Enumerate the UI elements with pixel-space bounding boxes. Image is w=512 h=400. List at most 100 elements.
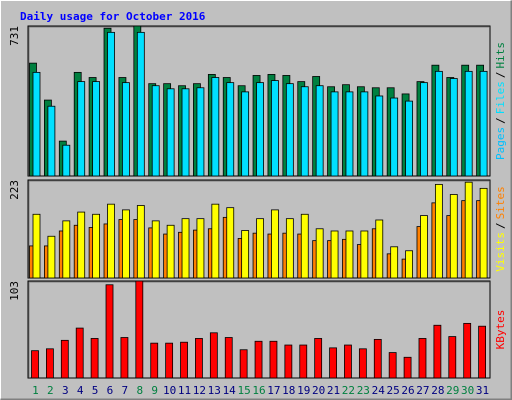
- x-tick-label: 18: [282, 384, 295, 397]
- bar: [375, 219, 384, 279]
- x-tick-label: 4: [77, 384, 84, 397]
- bar: [463, 322, 472, 379]
- bar: [390, 246, 399, 279]
- bar: [271, 209, 279, 279]
- legend-separator: /: [494, 117, 507, 124]
- bar: [122, 82, 130, 177]
- bar: [269, 340, 278, 379]
- bar: [449, 194, 458, 279]
- legend-entry: Files: [494, 81, 507, 114]
- bar: [479, 70, 488, 177]
- bar: [107, 31, 115, 177]
- x-tick-label: 22: [342, 384, 355, 397]
- bar: [77, 211, 86, 279]
- bar: [209, 332, 218, 379]
- bar: [479, 187, 488, 279]
- bar: [31, 350, 39, 379]
- x-tick-label: 1: [32, 384, 39, 397]
- bar: [166, 88, 175, 177]
- bar: [405, 250, 413, 279]
- x-tick-label: 15: [237, 384, 250, 397]
- bar: [373, 338, 382, 379]
- bar: [315, 85, 324, 177]
- x-tick-label: 10: [163, 384, 176, 397]
- bar: [195, 338, 203, 379]
- bar: [433, 324, 442, 379]
- bar: [150, 342, 159, 379]
- y-tick-label: 223: [8, 180, 21, 200]
- legend-entry: Hits: [494, 42, 507, 69]
- bar: [181, 218, 190, 279]
- chart-title: Daily usage for October 2016: [20, 10, 206, 23]
- bar: [360, 230, 369, 279]
- bar: [47, 235, 56, 279]
- panel-bevel: [28, 281, 489, 377]
- x-tick-label: 19: [297, 384, 310, 397]
- x-tick-label: 14: [223, 384, 237, 397]
- y-tick-label: 103: [8, 281, 21, 301]
- legend-entry: KBytes: [494, 310, 507, 350]
- bar: [181, 88, 190, 177]
- bar: [92, 81, 101, 177]
- bar: [300, 213, 309, 279]
- bar: [77, 81, 86, 177]
- bar: [390, 97, 399, 177]
- bar: [405, 100, 413, 177]
- bar: [196, 218, 205, 279]
- bar: [344, 344, 352, 379]
- bar: [32, 213, 41, 279]
- bar: [285, 83, 294, 177]
- bar: [165, 342, 174, 379]
- bar: [300, 86, 309, 177]
- bar: [418, 338, 427, 379]
- bar: [478, 325, 486, 379]
- bar: [196, 87, 205, 177]
- x-tick-label: 21: [327, 384, 340, 397]
- bar: [60, 339, 69, 379]
- x-tick-label: 3: [62, 384, 69, 397]
- bar: [211, 203, 220, 279]
- bar: [345, 230, 354, 279]
- bar: [47, 105, 56, 177]
- bar: [388, 352, 397, 379]
- legend-separator: /: [494, 72, 507, 79]
- legend: Pages / Files / Hits: [494, 42, 507, 160]
- bar: [464, 70, 473, 177]
- x-tick-label: 9: [151, 384, 158, 397]
- bar: [135, 280, 144, 379]
- bar: [62, 220, 71, 279]
- x-tick-label: 11: [178, 384, 191, 397]
- bar: [46, 348, 54, 379]
- bar: [420, 215, 428, 279]
- x-tick-label: 29: [446, 384, 459, 397]
- legend: Visits / Sites: [494, 186, 507, 272]
- bar: [345, 91, 354, 177]
- bar: [92, 213, 101, 279]
- y-tick-label: 731: [8, 26, 21, 46]
- legend: KBytes: [494, 310, 507, 350]
- bar: [448, 336, 457, 379]
- legend-entry: Visits: [494, 232, 507, 272]
- x-tick-label: 31: [476, 384, 489, 397]
- bar: [241, 91, 250, 177]
- bar: [136, 205, 145, 279]
- bar: [420, 82, 428, 177]
- bar: [449, 78, 458, 177]
- legend-entry: Sites: [494, 186, 507, 219]
- bar: [271, 80, 279, 177]
- x-tick-label: 12: [193, 384, 206, 397]
- bar: [122, 209, 130, 279]
- bar: [314, 338, 323, 379]
- bar: [241, 230, 250, 279]
- bar: [285, 218, 294, 279]
- bar: [434, 183, 443, 279]
- bar: [224, 337, 233, 379]
- bar: [360, 91, 369, 177]
- x-tick-label: 13: [208, 384, 221, 397]
- bar: [226, 207, 235, 279]
- panel-bevel: [28, 180, 489, 277]
- bar: [330, 230, 339, 279]
- bar: [358, 348, 367, 379]
- bar: [375, 95, 384, 177]
